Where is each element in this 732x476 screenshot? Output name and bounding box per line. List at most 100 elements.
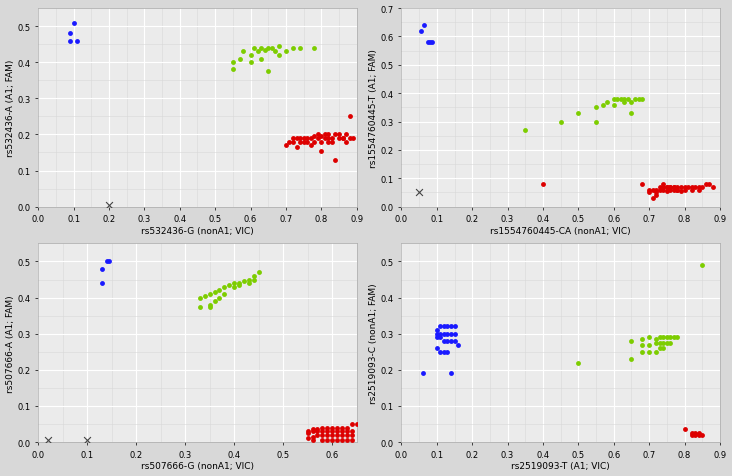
- Point: [81, 436, 93, 444]
- Point: [316, 431, 328, 439]
- Point: [438, 348, 449, 356]
- Point: [435, 334, 447, 341]
- Point: [337, 135, 348, 143]
- Point: [686, 431, 698, 439]
- Point: [690, 184, 701, 191]
- Point: [661, 184, 673, 191]
- Point: [435, 323, 447, 331]
- Point: [323, 135, 335, 143]
- Point: [326, 424, 338, 431]
- Point: [690, 431, 701, 439]
- Point: [262, 45, 274, 52]
- Point: [71, 38, 83, 45]
- Point: [692, 429, 704, 437]
- Point: [214, 294, 225, 302]
- Point: [572, 110, 584, 118]
- Point: [668, 184, 680, 191]
- Point: [331, 436, 343, 444]
- Point: [520, 127, 531, 135]
- Point: [238, 278, 250, 286]
- Point: [445, 323, 457, 331]
- Point: [219, 290, 231, 298]
- Point: [341, 436, 353, 444]
- Point: [608, 101, 619, 109]
- Point: [661, 339, 673, 347]
- Point: [431, 334, 443, 341]
- Point: [696, 184, 708, 191]
- Point: [341, 427, 353, 435]
- Point: [323, 131, 335, 139]
- Point: [234, 56, 246, 63]
- X-axis label: rs1554760445-CA (nonA1; VIC): rs1554760445-CA (nonA1; VIC): [490, 227, 631, 236]
- Y-axis label: rs532436-A (A1; FAM): rs532436-A (A1; FAM): [6, 60, 15, 157]
- Point: [219, 283, 231, 291]
- Point: [686, 429, 698, 437]
- Point: [441, 330, 453, 338]
- Point: [203, 290, 215, 298]
- Point: [632, 96, 644, 103]
- Point: [321, 431, 333, 439]
- Point: [298, 135, 310, 143]
- Point: [438, 323, 449, 331]
- Point: [331, 431, 343, 439]
- Point: [308, 139, 320, 146]
- Point: [654, 339, 665, 347]
- Point: [307, 426, 318, 433]
- X-axis label: rs532436-G (nonA1; VIC): rs532436-G (nonA1; VIC): [141, 227, 254, 236]
- Point: [346, 427, 358, 435]
- Point: [315, 139, 327, 146]
- Point: [312, 431, 324, 439]
- Point: [665, 184, 676, 191]
- Point: [255, 56, 267, 63]
- Point: [273, 43, 285, 50]
- Point: [244, 52, 256, 60]
- Point: [700, 181, 712, 188]
- Point: [287, 139, 299, 146]
- Point: [431, 330, 443, 338]
- Point: [441, 323, 453, 331]
- Point: [626, 110, 638, 118]
- Point: [209, 289, 220, 297]
- Point: [449, 330, 460, 338]
- Point: [435, 348, 447, 356]
- Point: [435, 330, 447, 338]
- Point: [650, 189, 662, 197]
- Point: [283, 139, 295, 146]
- Point: [626, 337, 638, 345]
- Point: [643, 189, 655, 197]
- Point: [597, 101, 609, 109]
- Point: [657, 339, 669, 347]
- Point: [305, 135, 316, 143]
- Y-axis label: rs2519093-C (nonA1; FAM): rs2519093-C (nonA1; FAM): [369, 283, 378, 403]
- Point: [266, 45, 277, 52]
- Point: [431, 345, 443, 352]
- Point: [611, 96, 623, 103]
- Point: [671, 184, 683, 191]
- Point: [308, 133, 320, 141]
- Point: [336, 436, 348, 444]
- Point: [445, 337, 457, 345]
- Point: [661, 334, 673, 341]
- Point: [194, 303, 206, 311]
- Point: [657, 187, 669, 194]
- Point: [103, 202, 115, 209]
- Point: [238, 49, 250, 56]
- Point: [280, 49, 292, 56]
- Point: [341, 424, 353, 431]
- Point: [312, 135, 324, 143]
- Point: [438, 330, 449, 338]
- Point: [194, 294, 206, 302]
- Point: [344, 135, 356, 143]
- Point: [671, 334, 683, 341]
- Point: [199, 292, 211, 300]
- Point: [346, 420, 358, 428]
- Point: [326, 427, 338, 435]
- Point: [692, 187, 704, 194]
- Point: [537, 181, 549, 188]
- Point: [203, 301, 215, 309]
- Point: [671, 187, 683, 194]
- Point: [333, 135, 345, 143]
- Point: [42, 436, 54, 444]
- Point: [336, 424, 348, 431]
- Point: [291, 144, 302, 151]
